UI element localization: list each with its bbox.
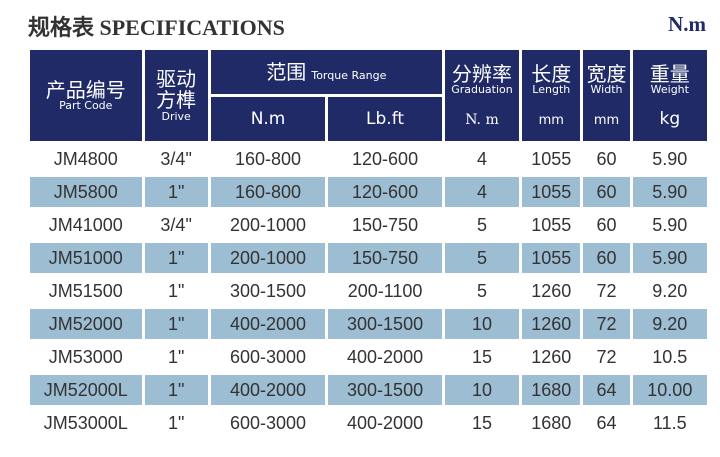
cell-torque-lbft: 120-600	[328, 177, 442, 207]
cell-graduation: 5	[444, 243, 520, 273]
header-weight: 重量 Weight kg	[632, 50, 707, 141]
cell-width: 60	[596, 148, 617, 169]
cell-torque-lbft: 150-750	[352, 214, 419, 235]
cell-part-code: JM51000	[30, 243, 142, 273]
cell-part-code: JM52000L	[30, 375, 142, 405]
cell-length: 1680	[522, 375, 581, 405]
cell-part-code: JM5800	[30, 177, 142, 207]
header-nm: N.m	[210, 97, 326, 141]
cell-width: 64	[583, 375, 630, 405]
cell-torque-nm: 160-800	[210, 177, 326, 207]
cell-weight: 9.20	[652, 280, 688, 301]
cell-length: 1055	[522, 177, 581, 207]
cell-torque-nm: 300-1500	[230, 280, 307, 301]
cell-weight: 5.90	[652, 214, 688, 235]
table-row: JM53000L 1" 600-3000 400-2000 15 1680 64 11.5	[30, 408, 707, 438]
cell-graduation: 5	[476, 214, 487, 235]
table-row: JM52000 1" 400-2000 300-1500 10 1260 72 9.20	[30, 309, 707, 339]
header-torque-range: 范围 Torque Range	[210, 50, 442, 94]
cell-torque-lbft: 300-1500	[328, 375, 442, 405]
cell-weight: 10.00	[632, 375, 707, 405]
cell-width: 64	[596, 412, 617, 433]
cell-length: 1055	[531, 148, 572, 169]
header-length: 长度 Length mm	[522, 50, 581, 141]
cell-part-code: JM51500	[48, 280, 123, 301]
unit-label: N.m	[668, 12, 706, 36]
table-row: JM52000L 1" 400-2000 300-1500 10 1680 64 10.00	[30, 375, 707, 405]
cell-drive: 1"	[144, 177, 208, 207]
cell-weight: 5.90	[632, 177, 707, 207]
cell-length: 1260	[522, 309, 581, 339]
cell-length: 1055	[522, 243, 581, 273]
cell-graduation: 4	[444, 177, 520, 207]
cell-width: 72	[596, 280, 617, 301]
header-drive: 驱动方榫 Drive	[144, 50, 208, 141]
cell-width: 60	[583, 243, 630, 273]
cell-part-code: JM53000	[48, 346, 123, 367]
table-row: JM4800 3/4" 160-800 120-600 4 1055 60 5.90	[30, 144, 707, 174]
cell-part-code: JM52000	[30, 309, 142, 339]
cell-torque-lbft: 300-1500	[328, 309, 442, 339]
cell-graduation: 15	[471, 346, 492, 367]
cell-drive: 1"	[167, 412, 185, 433]
cell-graduation: 10	[444, 309, 520, 339]
cell-torque-lbft: 400-2000	[347, 346, 424, 367]
cell-part-code: JM53000L	[43, 412, 128, 433]
cell-torque-nm: 600-3000	[230, 346, 307, 367]
cell-length: 1260	[531, 346, 572, 367]
cell-drive: 3/4"	[160, 214, 192, 235]
cell-graduation: 5	[476, 280, 487, 301]
table-row: JM51500 1" 300-1500 200-1100 5 1260 72 9.20	[30, 276, 707, 306]
cell-torque-nm: 600-3000	[230, 412, 307, 433]
header-part-code: 产品编号 Part Code	[30, 50, 142, 141]
table-row: JM41000 3/4" 200-1000 150-750 5 1055 60 5.90	[30, 210, 707, 240]
cell-drive: 3/4"	[160, 148, 192, 169]
table-row: JM53000 1" 600-3000 400-2000 15 1260 72 10.5	[30, 342, 707, 372]
cell-length: 1260	[531, 280, 572, 301]
header-lbft: Lb.ft	[328, 97, 442, 141]
cell-width: 72	[583, 309, 630, 339]
cell-torque-nm: 400-2000	[210, 375, 326, 405]
table-row: JM51000 1" 200-1000 150-750 5 1055 60 5.90	[30, 243, 707, 273]
cell-torque-lbft: 200-1100	[347, 280, 423, 301]
cell-torque-lbft: 150-750	[328, 243, 442, 273]
cell-length: 1680	[531, 412, 572, 433]
header-width: 宽度 Width mm	[583, 50, 630, 141]
cell-torque-nm: 200-1000	[230, 214, 307, 235]
cell-part-code: JM41000	[48, 214, 123, 235]
cell-graduation: 4	[476, 148, 487, 169]
header-graduation: 分辨率 Graduation N. m	[444, 50, 520, 141]
cell-torque-nm: 200-1000	[210, 243, 326, 273]
cell-drive: 1"	[167, 280, 185, 301]
cell-drive: 1"	[144, 243, 208, 273]
cell-weight: 5.90	[652, 148, 688, 169]
cell-graduation: 10	[444, 375, 520, 405]
page-title: 规格表 SPECIFICATIONS	[28, 15, 285, 40]
cell-graduation: 15	[471, 412, 492, 433]
cell-torque-nm: 160-800	[235, 148, 302, 169]
cell-part-code: JM4800	[53, 148, 118, 169]
table-row: JM5800 1" 160-800 120-600 4 1055 60 5.90	[30, 177, 707, 207]
cell-width: 72	[596, 346, 617, 367]
cell-torque-lbft: 400-2000	[347, 412, 424, 433]
cell-width: 60	[583, 177, 630, 207]
cell-weight: 9.20	[632, 309, 707, 339]
cell-weight: 5.90	[632, 243, 707, 273]
cell-torque-nm: 400-2000	[210, 309, 326, 339]
cell-weight: 11.5	[652, 412, 687, 433]
cell-weight: 10.5	[652, 346, 688, 367]
cell-length: 1055	[531, 214, 572, 235]
cell-drive: 1"	[144, 375, 208, 405]
cell-width: 60	[596, 214, 617, 235]
spec-table: 产品编号 Part Code 驱动方榫 Drive 范围 Torque Range …	[27, 47, 710, 441]
cell-torque-lbft: 120-600	[352, 148, 419, 169]
cell-drive: 1"	[167, 346, 185, 367]
cell-drive: 1"	[144, 309, 208, 339]
